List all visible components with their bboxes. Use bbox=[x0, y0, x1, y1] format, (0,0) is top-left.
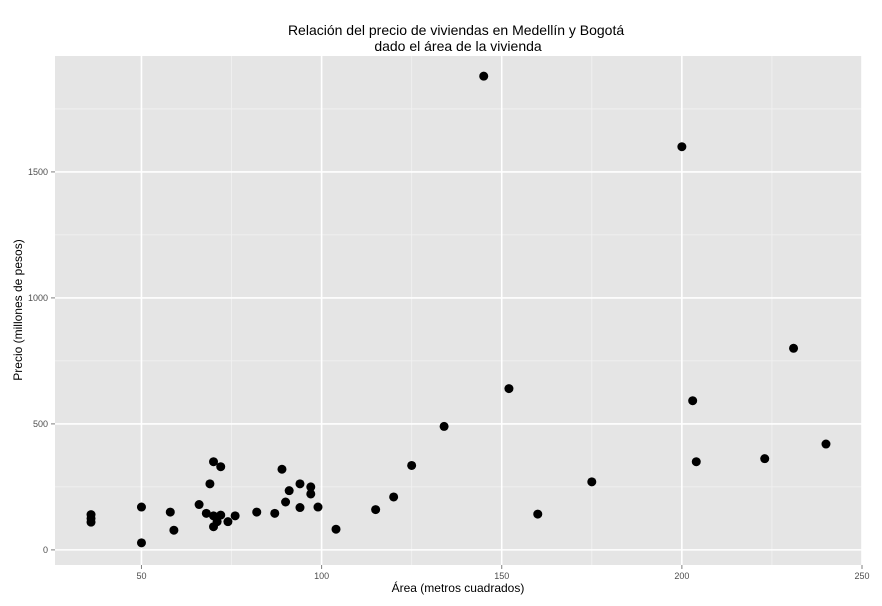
data-point bbox=[407, 460, 417, 470]
data-point bbox=[821, 439, 831, 449]
data-point bbox=[194, 500, 204, 510]
grid-lines bbox=[55, 56, 863, 565]
data-point bbox=[230, 511, 240, 521]
chart-title-line-1: Relación del precio de viviendas en Mede… bbox=[288, 22, 624, 38]
data-point bbox=[306, 482, 316, 492]
x-tick-label: 100 bbox=[314, 571, 329, 581]
y-axis-title: Precio (millones de pesos) bbox=[11, 239, 25, 380]
data-point bbox=[295, 479, 305, 489]
data-point bbox=[281, 497, 291, 507]
data-point bbox=[760, 454, 770, 464]
data-point bbox=[86, 517, 96, 527]
data-point bbox=[306, 489, 316, 499]
data-point bbox=[212, 517, 222, 527]
data-point bbox=[136, 502, 146, 512]
data-point bbox=[439, 421, 449, 431]
chart-title: Relación del precio de viviendas en Mede… bbox=[288, 22, 628, 54]
data-point bbox=[284, 486, 294, 496]
plot-panel bbox=[55, 56, 862, 565]
data-point bbox=[252, 507, 262, 517]
x-tick-label: 200 bbox=[674, 571, 689, 581]
data-point bbox=[688, 396, 698, 406]
data-point bbox=[205, 479, 215, 489]
data-point bbox=[389, 492, 399, 502]
data-point bbox=[295, 503, 305, 513]
data-point bbox=[136, 538, 146, 548]
data-point bbox=[587, 477, 597, 487]
data-point bbox=[479, 71, 489, 81]
x-axis-ticks: 50 100 150 200 250 bbox=[136, 565, 870, 581]
y-axis-ticks: 0 500 1000 1500 bbox=[28, 167, 55, 555]
chart-title-line-2: dado el área de la vivienda bbox=[374, 38, 542, 54]
data-point bbox=[504, 384, 514, 394]
data-point bbox=[677, 142, 687, 152]
data-point bbox=[270, 508, 280, 518]
data-point bbox=[789, 343, 799, 353]
y-tick-label: 500 bbox=[33, 419, 48, 429]
data-point bbox=[169, 525, 179, 535]
x-tick-label: 250 bbox=[854, 571, 869, 581]
y-tick-label: 1000 bbox=[28, 293, 48, 303]
y-tick-label: 1500 bbox=[28, 167, 48, 177]
data-point bbox=[691, 457, 701, 467]
x-tick-label: 150 bbox=[494, 571, 509, 581]
data-point bbox=[165, 507, 175, 517]
data-point bbox=[313, 502, 323, 512]
y-tick-label: 0 bbox=[43, 545, 48, 555]
data-point bbox=[331, 524, 341, 534]
data-points bbox=[86, 71, 831, 548]
data-point bbox=[216, 462, 226, 472]
data-point bbox=[277, 464, 287, 474]
data-point bbox=[223, 517, 233, 527]
data-point bbox=[201, 508, 211, 518]
x-tick-label: 50 bbox=[136, 571, 146, 581]
data-point bbox=[216, 510, 226, 520]
data-point bbox=[371, 505, 381, 515]
data-point bbox=[209, 457, 219, 467]
data-point bbox=[533, 509, 543, 519]
x-axis-title: Área (metros cuadrados) bbox=[392, 580, 525, 595]
